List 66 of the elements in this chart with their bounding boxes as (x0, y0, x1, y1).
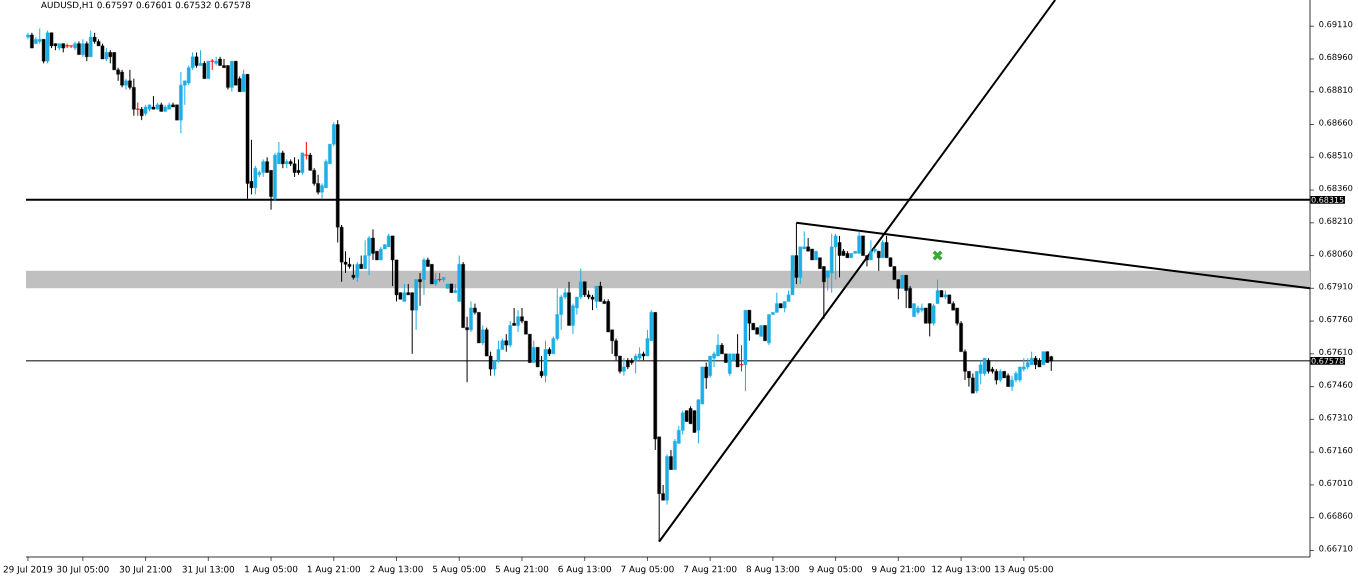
candlestick (410, 292, 414, 355)
candlestick (904, 274, 908, 309)
x-tick-label: 6 Aug 13:00 (558, 565, 611, 575)
candlestick (481, 324, 485, 346)
x-tick-label: 7 Aug 21:00 (684, 565, 737, 575)
candlestick (512, 307, 516, 326)
y-tick-label: 0.67760 (1319, 315, 1353, 323)
y-tick-label: 0.67460 (1319, 381, 1353, 388)
candlestick (1010, 375, 1014, 392)
candlestick (430, 263, 434, 285)
candlestick (869, 239, 873, 261)
candlestick (469, 300, 473, 333)
y-tick-label: 0.66710 (1319, 545, 1353, 552)
x-tick-label: 8 Aug 13:00 (746, 565, 800, 575)
candlestick (622, 357, 626, 377)
candlestick (88, 30, 93, 58)
candlestick (598, 281, 603, 302)
x-tick-label: 29 Jul 2019 (3, 565, 53, 575)
x-tick-label: 13 Aug 05:00 (995, 565, 1053, 575)
candlestick (41, 38, 46, 64)
y-tick-label: 0.67910 (1319, 283, 1353, 290)
x-tick-label: 31 Jul 13:00 (182, 565, 235, 575)
candlestick (355, 261, 360, 283)
y-tick-label: 0.68510 (1319, 152, 1353, 159)
y-tick-label: 0.67610 (1319, 348, 1353, 355)
y-tick-label: 0.68960 (1319, 53, 1353, 61)
candlestick (704, 362, 709, 390)
candlestick (669, 449, 673, 471)
chart-title: AUDUSD,H1 0.67597 0.67601 0.67532 0.67578 (41, 1, 251, 10)
x-tick-label: 7 Aug 05:00 (621, 565, 674, 575)
y-tick-label: 0.68060 (1319, 250, 1353, 257)
ref-line-label: 0.68315 (1311, 196, 1344, 203)
candlestick (861, 235, 865, 257)
candlestick (508, 320, 512, 348)
y-tick-label: 0.68210 (1319, 217, 1353, 224)
x-tick-label: 12 Aug 13:00 (932, 565, 991, 575)
x-tick-label: 5 Aug 05:00 (433, 565, 486, 575)
candlestick (692, 410, 697, 433)
y-tick-label: 0.67160 (1319, 447, 1353, 454)
x-tick-label: 9 Aug 05:00 (809, 565, 862, 575)
candlestick (422, 257, 426, 296)
x-tick-label: 5 Aug 21:00 (495, 565, 549, 575)
y-tick-label: 0.68810 (1319, 86, 1353, 93)
y-tick-label: 0.69110 (1319, 21, 1353, 28)
candlestick (418, 272, 422, 307)
candlestick (367, 235, 371, 276)
candlestick (371, 228, 375, 261)
ref-line-label: 0.67578 (1311, 357, 1344, 364)
y-tick-label: 0.66860 (1319, 512, 1353, 519)
candlestick (857, 231, 861, 254)
x-tick-label: 9 Aug 21:00 (872, 565, 925, 575)
y-tick-label: 0.68660 (1319, 119, 1353, 126)
x-tick-label: 1 Aug 05:00 (245, 565, 298, 575)
candlestick (516, 309, 520, 333)
candlestick (708, 355, 712, 379)
x-tick-label: 1 Aug 21:00 (307, 565, 361, 575)
y-tick-label: 0.67010 (1319, 479, 1353, 487)
candlestick (775, 292, 779, 313)
y-tick-label: 0.67310 (1319, 414, 1353, 421)
candlestick (226, 65, 230, 91)
x-tick-label: 30 Jul 21:00 (119, 565, 172, 575)
candlestick (124, 78, 128, 91)
x-tick-label: 2 Aug 13:00 (370, 565, 423, 575)
x-tick-label: 30 Jul 05:00 (57, 565, 109, 575)
y-tick-label: 0.68360 (1319, 184, 1353, 192)
candlestick (971, 373, 975, 394)
